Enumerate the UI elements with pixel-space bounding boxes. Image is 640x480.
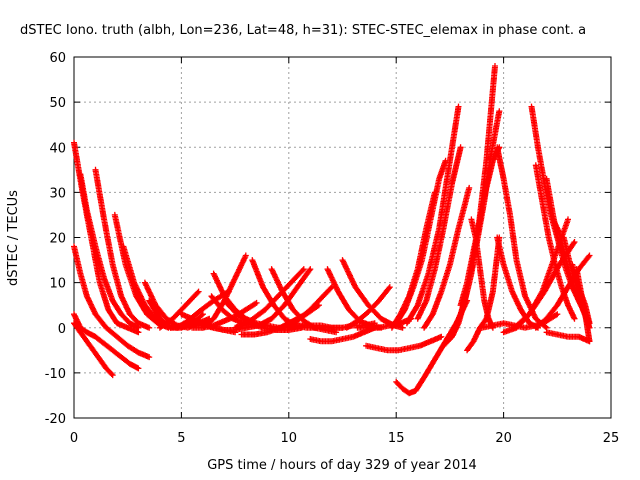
y-tick-label: 60 xyxy=(49,51,66,66)
data-arc xyxy=(71,311,142,372)
data-arc xyxy=(532,252,593,331)
data-arc xyxy=(71,243,153,361)
data-arc xyxy=(343,284,393,331)
data-arc xyxy=(393,157,449,327)
data-arc xyxy=(573,266,593,345)
x-tick-label: 10 xyxy=(281,431,298,446)
x-tick-label: 15 xyxy=(388,431,405,446)
y-tick-label: 50 xyxy=(49,96,66,111)
y-tick-label: 30 xyxy=(49,186,66,201)
x-tick-label: 25 xyxy=(603,431,620,446)
y-tick-label: -20 xyxy=(45,412,66,427)
y-tick-label: 20 xyxy=(49,232,66,247)
x-axis-label: GPS time / hours of day 329 of year 2014 xyxy=(207,458,477,473)
chart-title: dSTEC Iono. truth (albh, Lon=236, Lat=48… xyxy=(20,23,586,38)
grid xyxy=(74,57,611,418)
y-axis: -20 -10 0 10 20 30 40 50 60 xyxy=(45,51,611,427)
y-tick-label: 10 xyxy=(49,277,66,292)
data-arc xyxy=(363,333,445,354)
data-arc xyxy=(414,144,464,322)
y-tick-label: 0 xyxy=(58,322,66,337)
data-arc xyxy=(421,184,473,331)
y-tick-label: 40 xyxy=(49,141,66,156)
data-arc xyxy=(543,329,593,345)
data-arc xyxy=(494,234,541,331)
y-tick-label: -10 xyxy=(45,367,66,382)
data-arc xyxy=(403,103,462,327)
x-axis: 0 5 10 15 20 25 xyxy=(70,57,619,446)
y-axis-label: dSTEC / TECUs xyxy=(6,190,21,286)
x-tick-label: 5 xyxy=(177,431,185,446)
data-arc xyxy=(511,239,578,331)
data-arc xyxy=(468,216,496,331)
data-arc xyxy=(285,284,335,331)
data-points xyxy=(71,63,593,397)
x-tick-label: 20 xyxy=(495,431,512,446)
x-tick-label: 0 xyxy=(70,431,78,446)
data-arc xyxy=(92,166,153,331)
data-arc xyxy=(156,288,202,331)
data-arc xyxy=(324,266,385,331)
data-arc xyxy=(77,171,142,331)
